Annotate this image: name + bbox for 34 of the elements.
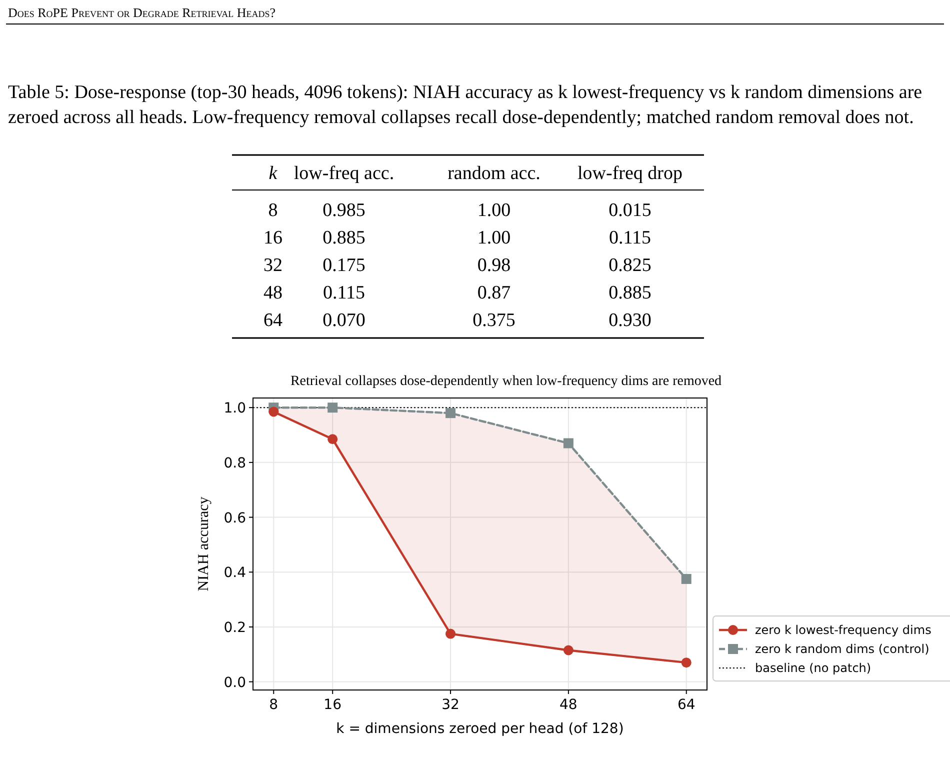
point [681, 658, 692, 668]
point [563, 438, 574, 448]
point [446, 408, 456, 418]
text: 16 0.885 1.00 0.115 [264, 228, 652, 248]
point [563, 645, 574, 656]
text: 8 0.985 1.00 0.015 [268, 200, 652, 221]
point [328, 434, 338, 444]
y-tick-label: 0.0 [224, 674, 246, 691]
legend-label: zero k lowest-frequency dims [755, 623, 932, 637]
text: 64 0.070 0.375 0.930 [264, 310, 652, 331]
y-axis-title: NIAH accuracy [196, 496, 212, 592]
legend-label: zero k random dims (control) [755, 642, 930, 656]
text: k low-freq acc. random acc. low-freq drop [268, 163, 682, 184]
x-axis-title: k = dimensions zeroed per head (of 128) [336, 721, 624, 737]
text: 48 0.115 0.87 0.885 [264, 282, 652, 304]
point [268, 406, 279, 417]
chart-title: Retrieval collapses dose-dependently when low-frequency dims are removed [290, 374, 722, 389]
caption: Table 5: Dose-response (top-30 heads, 4096 tokens): NIAH accuracy as k lowest-frequency vs k random dimensions are zeroed across all heads. Low-frequency removal collapses recall dose-dependently; matched random removal does not. [8, 82, 922, 128]
point [681, 574, 692, 584]
x-tick-label: 16 [324, 697, 342, 713]
x-tick-label: 8 [269, 697, 278, 713]
point [446, 628, 456, 639]
legend-label: baseline (no patch) [755, 661, 872, 675]
text: Does RoPE Prevent or Degrade Retrieval Heads? [8, 5, 276, 20]
x-tick-label: 48 [560, 697, 578, 713]
y-tick-label: 0.8 [224, 455, 246, 472]
text: 32 0.175 0.98 0.825 [264, 255, 652, 276]
x-tick-label: 64 [677, 697, 696, 713]
x-tick-label: 32 [442, 697, 460, 713]
y-tick-label: 0.2 [224, 620, 246, 636]
y-tick-label: 0.4 [224, 565, 246, 582]
y-tick-label: 1.0 [224, 400, 246, 417]
point [328, 402, 338, 413]
y-tick-label: 0.6 [224, 510, 246, 526]
